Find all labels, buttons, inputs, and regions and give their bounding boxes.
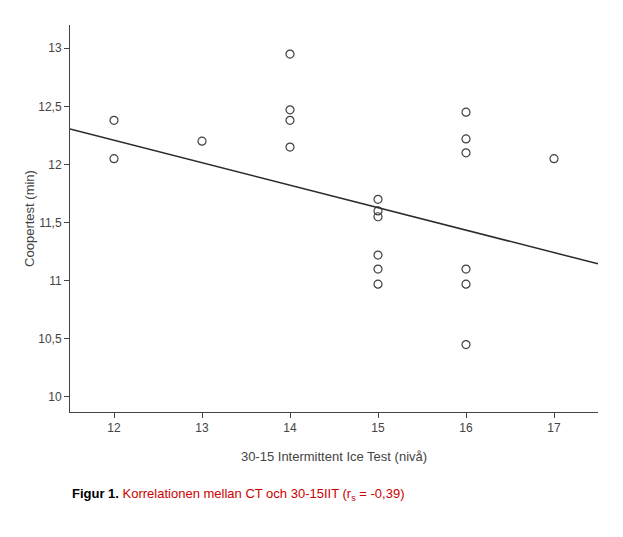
svg-text:12: 12 [48, 158, 62, 172]
svg-text:10: 10 [48, 390, 62, 404]
svg-text:15: 15 [371, 421, 385, 435]
svg-text:16: 16 [459, 421, 473, 435]
svg-text:17: 17 [547, 421, 561, 435]
svg-text:12,5: 12,5 [38, 100, 62, 114]
svg-text:10,5: 10,5 [38, 332, 62, 346]
svg-text:12: 12 [107, 421, 121, 435]
svg-text:13: 13 [48, 41, 62, 55]
svg-text:14: 14 [283, 421, 297, 435]
svg-text:13: 13 [195, 421, 209, 435]
svg-text:Coopertest (min): Coopertest (min) [22, 170, 37, 267]
svg-text:11,5: 11,5 [39, 216, 62, 230]
svg-text:30-15 Intermittent Ice Test (n: 30-15 Intermittent Ice Test (nivå) [241, 449, 427, 464]
svg-text:11: 11 [49, 274, 62, 288]
svg-text:Figur 1. Korrelationen mellan: Figur 1. Korrelationen mellan CT och 30-… [72, 486, 404, 503]
